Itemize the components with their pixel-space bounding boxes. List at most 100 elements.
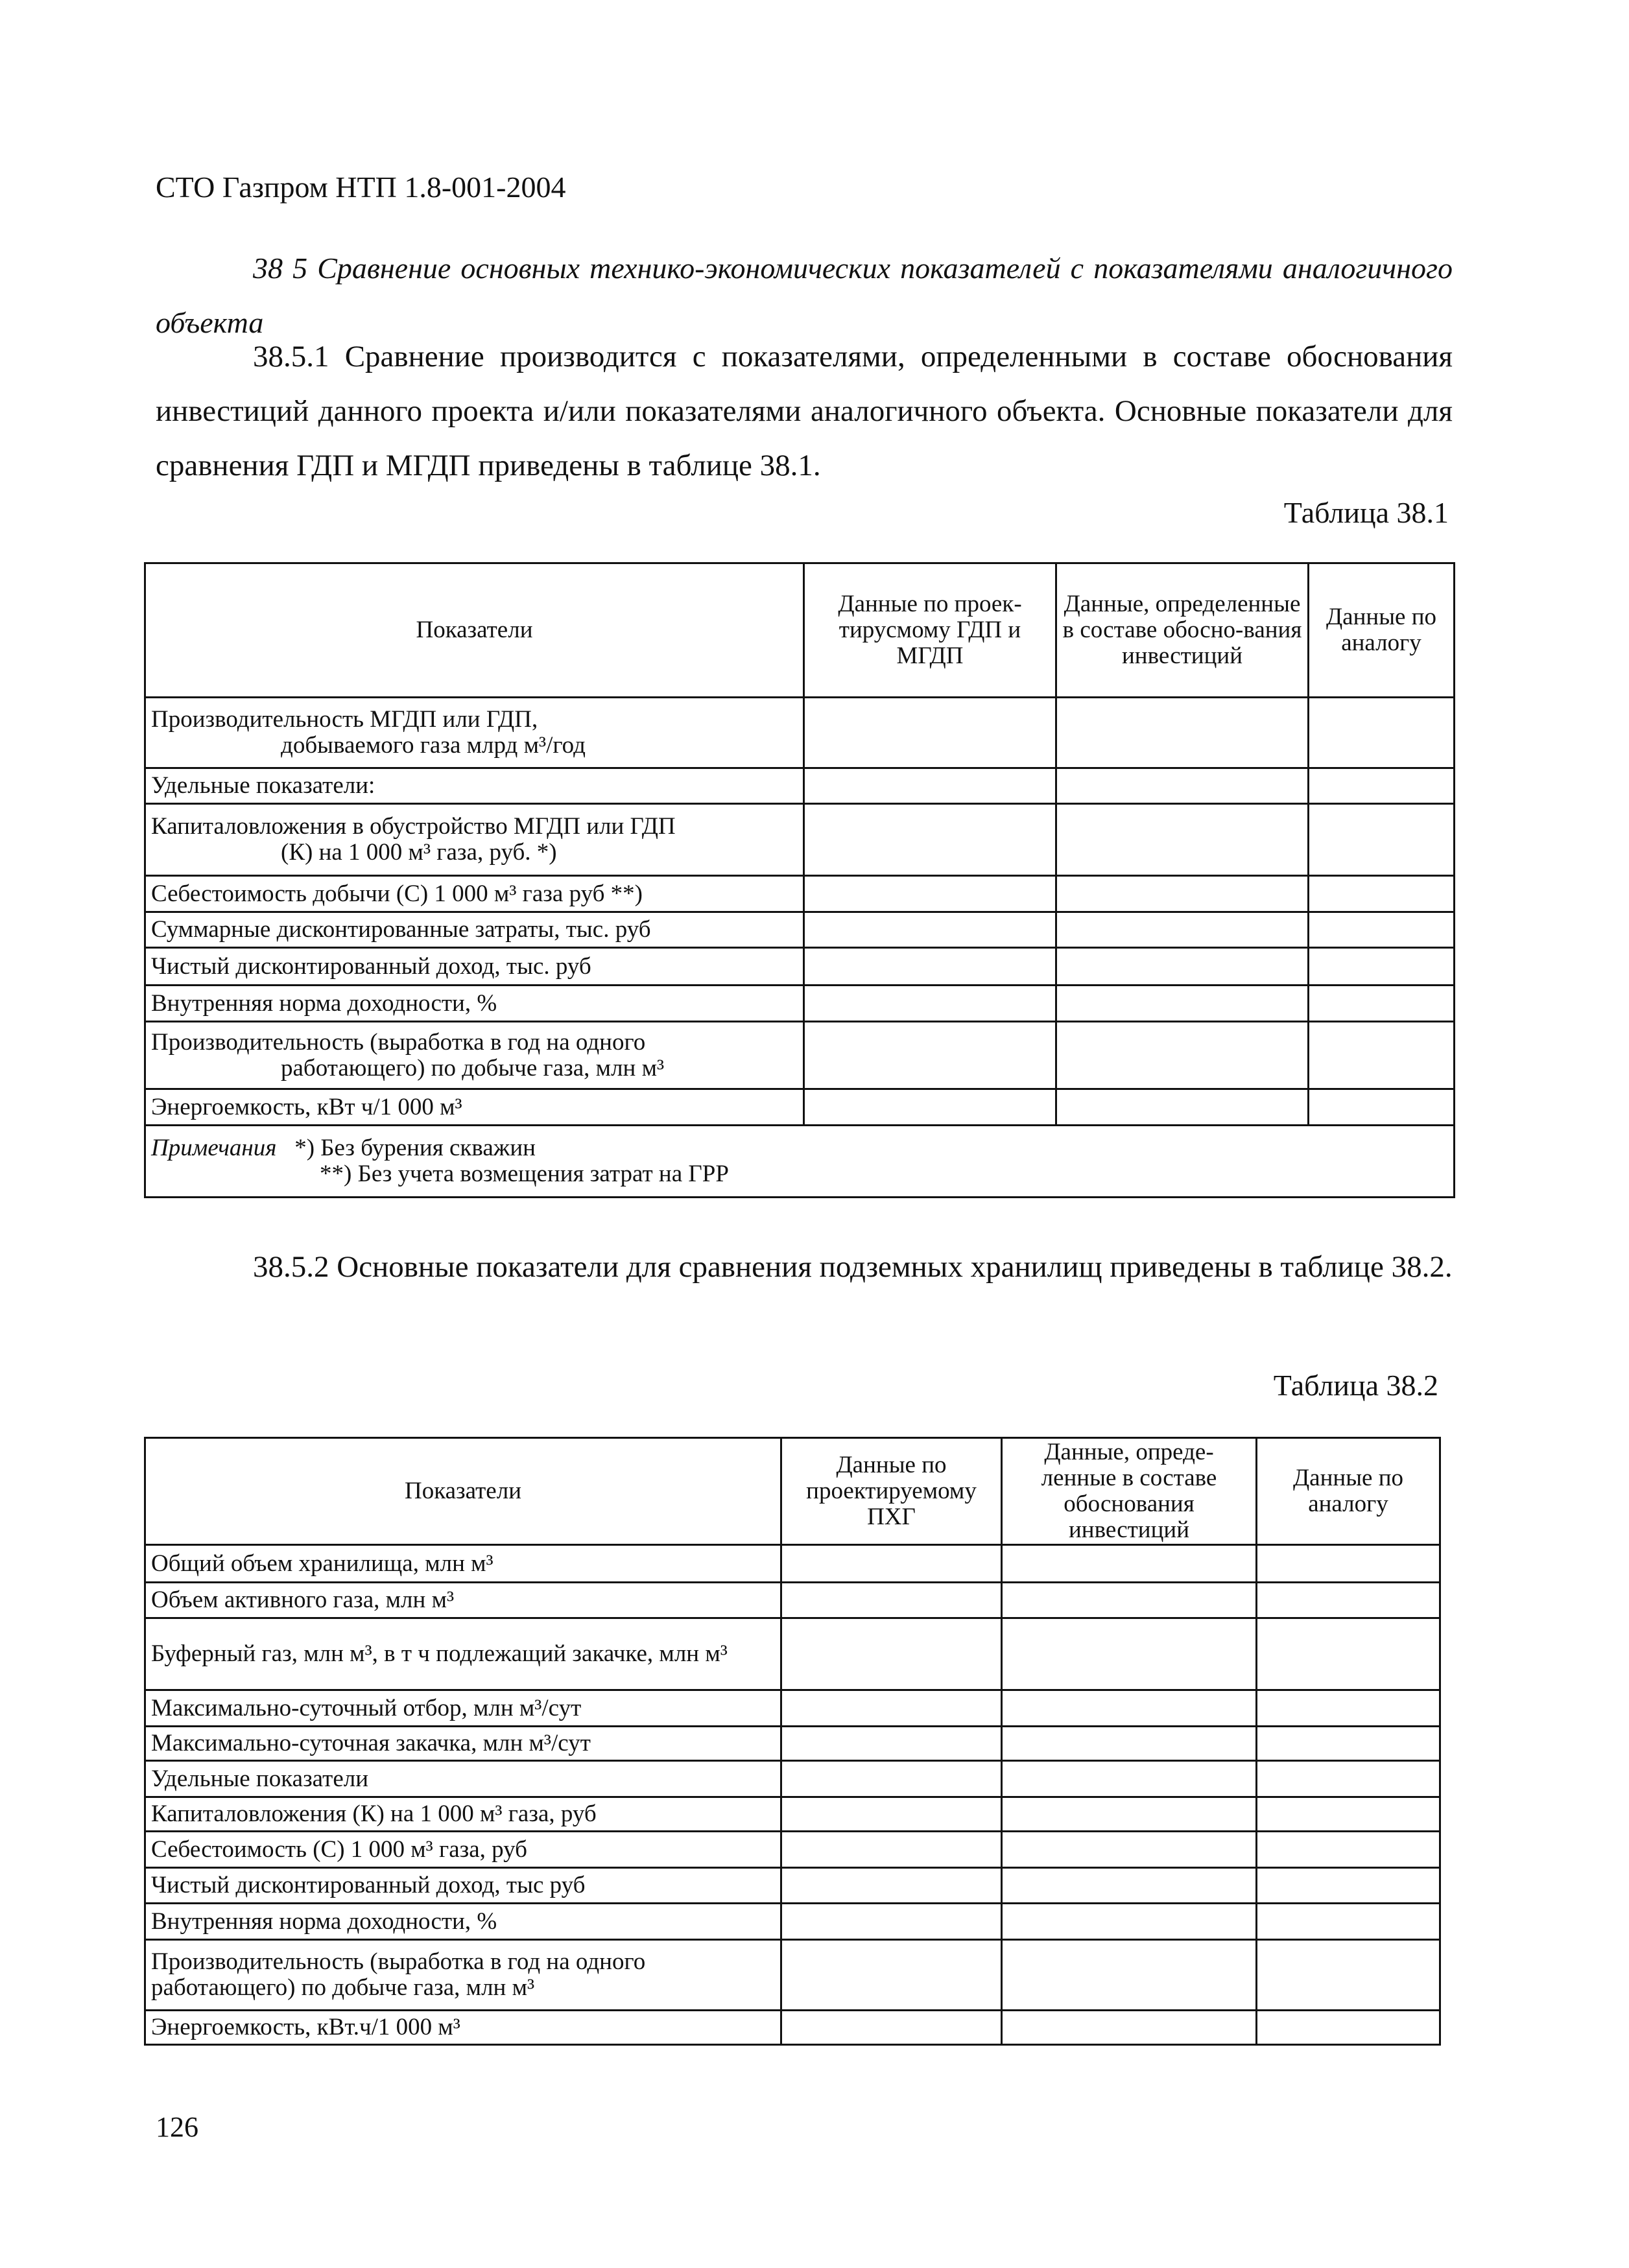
value-cell bbox=[803, 803, 1057, 877]
indicator-cell: Себестоимость добычи (С) 1 000 м³ газа р… bbox=[144, 875, 805, 913]
value-cell bbox=[1307, 911, 1455, 949]
indicator-cell: Чистый дисконтированный доход, тыс. руб bbox=[144, 947, 805, 986]
indicator-cell: Энергоемкость, кВт ч/1 000 м³ bbox=[144, 1088, 805, 1126]
page-number: 126 bbox=[156, 2111, 198, 2143]
table-row: Производительность МГДП или ГДП, добываем… bbox=[144, 696, 1455, 769]
value-cell bbox=[780, 1796, 1003, 1832]
value-cell bbox=[1001, 1939, 1257, 2011]
indicator-cell: Капиталовложения (К) на 1 000 м³ газа, р… bbox=[144, 1796, 782, 1832]
indicator-text: Капиталовложения в обустройство МГДП или… bbox=[151, 813, 676, 840]
column-header: Данные по проек-тирусмому ГДП и МГДП bbox=[803, 562, 1057, 698]
indicator-cell: Максимально-суточный отбор, млн м³/сут bbox=[144, 1689, 782, 1727]
table-row: Удельные показатели bbox=[144, 1760, 1441, 1798]
value-cell bbox=[780, 1689, 1003, 1727]
value-cell bbox=[780, 1830, 1003, 1869]
table-row: Внутренняя норма доходности, % bbox=[144, 1902, 1441, 1941]
value-cell bbox=[1055, 1088, 1309, 1126]
value-cell bbox=[780, 1544, 1003, 1583]
indicator-cell: Максимально-суточная закачка, млн м³/сут bbox=[144, 1725, 782, 1762]
indicator-cell: Внутренняя норма доходности, % bbox=[144, 1902, 782, 1941]
value-cell bbox=[780, 1867, 1003, 1904]
note: **) Без учета возмещения затрат на ГРР bbox=[320, 1161, 729, 1187]
value-cell bbox=[803, 911, 1057, 949]
value-cell bbox=[1255, 1939, 1441, 2011]
value-cell bbox=[1055, 984, 1309, 1022]
indicator-text: добываемого газа млрд м³/год bbox=[281, 732, 586, 759]
value-cell bbox=[1055, 911, 1309, 949]
paragraph-38-5-2: 38.5.2 Основные показатели для сравнения… bbox=[253, 1250, 1453, 1284]
table-header-row: Показатели Данные по проек-тирусмому ГДП… bbox=[144, 562, 1455, 698]
table-row: Капиталовложения (К) на 1 000 м³ газа, р… bbox=[144, 1796, 1441, 1832]
value-cell bbox=[1255, 2009, 1441, 2046]
value-cell bbox=[1001, 2009, 1257, 2046]
value-cell bbox=[1307, 803, 1455, 877]
table-row: Капиталовложения в обустройство МГДП или… bbox=[144, 803, 1455, 877]
value-cell bbox=[1307, 947, 1455, 986]
document-header: СТО Газпром НТП 1.8-001-2004 bbox=[156, 171, 566, 204]
indicator-cell: Производительность МГДП или ГДП, добываем… bbox=[144, 696, 805, 769]
value-cell bbox=[1001, 1544, 1257, 1583]
indicator-cell: Объем активного газа, млн м³ bbox=[144, 1581, 782, 1619]
table-header-row: Показатели Данные по проектируемому ПХГ … bbox=[144, 1437, 1441, 1546]
value-cell bbox=[1001, 1796, 1257, 1832]
value-cell bbox=[803, 696, 1057, 769]
indicator-cell: Чистый дисконтированный доход, тыс руб bbox=[144, 1867, 782, 1904]
section-title: 38 5 Сравнение основных технико-экономич… bbox=[156, 252, 1453, 339]
notes-label: Примечания bbox=[151, 1135, 277, 1161]
table-row: Удельные показатели: bbox=[144, 767, 1455, 805]
indicator-text: Внутренняя норма доходности, % bbox=[151, 989, 497, 1017]
column-header: Данные, опреде-ленные в составе обоснова… bbox=[1001, 1437, 1257, 1546]
value-cell bbox=[1255, 1617, 1441, 1691]
value-cell bbox=[1255, 1796, 1441, 1832]
table-row: Энергоемкость, кВт.ч/1 000 м³ bbox=[144, 2009, 1441, 2046]
value-cell bbox=[1255, 1689, 1441, 1727]
table-row: Максимально-суточная закачка, млн м³/сут bbox=[144, 1725, 1441, 1762]
indicator-cell: Производительность (выработка в год на о… bbox=[144, 1939, 782, 2011]
value-cell bbox=[1255, 1760, 1441, 1798]
column-header: Данные, определенные в составе обосно-ва… bbox=[1055, 562, 1309, 698]
value-cell bbox=[1255, 1725, 1441, 1762]
value-cell bbox=[803, 1088, 1057, 1126]
value-cell bbox=[1001, 1581, 1257, 1619]
column-header: Данные по аналогу bbox=[1307, 562, 1455, 698]
value-cell bbox=[1307, 696, 1455, 769]
indicator-cell: Удельные показатели: bbox=[144, 767, 805, 805]
value-cell bbox=[1307, 984, 1455, 1022]
value-cell bbox=[1001, 1617, 1257, 1691]
table-row: Производительность (выработка в год на о… bbox=[144, 1939, 1441, 2011]
table-row: Объем активного газа, млн м³ bbox=[144, 1581, 1441, 1619]
indicator-cell: Капиталовложения в обустройство МГДП или… bbox=[144, 803, 805, 877]
value-cell bbox=[780, 1725, 1003, 1762]
indicator-text: (К) на 1 000 м³ газа, руб. *) bbox=[281, 839, 557, 866]
table-row: Буферный газ, млн м³, в т ч подлежащий з… bbox=[144, 1617, 1441, 1691]
note: *) Без бурения скважин bbox=[294, 1135, 536, 1161]
indicator-text: Энергоемкость, кВт ч/1 000 м³ bbox=[151, 1093, 462, 1120]
indicator-text: работающего) по добыче газа, млн м³ bbox=[281, 1054, 665, 1081]
value-cell bbox=[1255, 1544, 1441, 1583]
table-38-2: Показатели Данные по проектируемому ПХГ … bbox=[144, 1437, 1441, 2046]
indicator-cell: Удельные показатели bbox=[144, 1760, 782, 1798]
value-cell bbox=[1055, 696, 1309, 769]
value-cell bbox=[1001, 1760, 1257, 1798]
table-row: Себестоимость добычи (С) 1 000 м³ газа р… bbox=[144, 875, 1455, 913]
value-cell bbox=[1307, 1088, 1455, 1126]
value-cell bbox=[780, 2009, 1003, 2046]
value-cell bbox=[1307, 875, 1455, 913]
value-cell bbox=[780, 1760, 1003, 1798]
value-cell bbox=[780, 1902, 1003, 1941]
column-header: Данные по аналогу bbox=[1255, 1437, 1441, 1546]
column-header: Показатели bbox=[144, 1437, 782, 1546]
indicator-text: Себестоимость добычи (С) 1 000 м³ газа р… bbox=[151, 880, 643, 907]
value-cell bbox=[803, 984, 1057, 1022]
indicator-cell: Суммарные дисконтированные затраты, тыс.… bbox=[144, 911, 805, 949]
table-row: Себестоимость (С) 1 000 м³ газа, руб bbox=[144, 1830, 1441, 1869]
table-row: Максимально-суточный отбор, млн м³/сут bbox=[144, 1689, 1441, 1727]
table-row: Чистый дисконтированный доход, тыс. руб bbox=[144, 947, 1455, 986]
table-caption-38-2: Таблица 38.2 bbox=[1273, 1369, 1438, 1402]
indicator-text: Удельные показатели: bbox=[151, 772, 375, 799]
indicator-text: Суммарные дисконтированные затраты, тыс.… bbox=[151, 916, 651, 943]
indicator-text: Производительность МГДП или ГДП, bbox=[151, 706, 538, 733]
notes-cell: Примечания *) Без бурения скважин **) Без… bbox=[144, 1124, 1455, 1198]
notes-row: Примечания *) Без бурения скважин **) Без… bbox=[144, 1124, 1455, 1198]
indicator-cell: Себестоимость (С) 1 000 м³ газа, руб bbox=[144, 1830, 782, 1869]
